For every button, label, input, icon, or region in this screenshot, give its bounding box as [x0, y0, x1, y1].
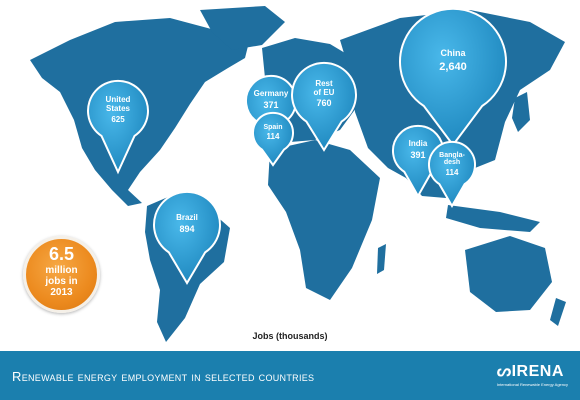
pin-label: Spain 114: [253, 124, 293, 142]
badge-line: 6.5: [48, 244, 75, 264]
badge-line: jobs in: [45, 276, 78, 287]
madagascar-landmass: [377, 244, 386, 274]
pin-country-label: desh: [443, 159, 461, 167]
irena-swirl-icon: ᔕ: [496, 363, 512, 380]
pin-country-label: Spain: [263, 123, 283, 131]
logo-name: IRENA: [511, 363, 564, 380]
pin-country-label: States: [105, 104, 130, 114]
pin-marker: [399, 7, 507, 147]
pin-country-label: of EU: [313, 87, 335, 97]
australia-landmass: [465, 236, 552, 312]
pin-country-label: United: [105, 95, 131, 105]
africa-landmass: [268, 140, 380, 300]
new-zealand-landmass: [550, 298, 566, 326]
pin-country-label: Germany: [253, 89, 289, 99]
pin-country-label: Rest: [315, 78, 333, 88]
indonesia-landmass: [446, 205, 540, 232]
chart-title: Renewable energy employment in selected …: [12, 369, 315, 384]
pin-value-label: 371: [263, 100, 279, 111]
pin-marker: [153, 190, 221, 285]
pin-value-label: 760: [316, 98, 332, 109]
logo-tagline: International Renewable Energy Agency: [496, 382, 568, 387]
pin-marker: [291, 61, 357, 152]
irena-logo: ᔕIRENA International Renewable Energy Ag…: [497, 361, 568, 387]
pin-value-label: 114: [445, 167, 459, 177]
pin-label: Bangla-desh 114: [429, 152, 475, 178]
pin-value-label: 894: [179, 224, 195, 235]
pin-label: India 391: [393, 140, 443, 161]
pin-country-label: China: [440, 48, 466, 59]
badge-line: million: [45, 265, 78, 276]
greenland-landmass: [200, 6, 285, 50]
pin-value-label: 625: [111, 114, 125, 124]
japan-landmass: [512, 92, 530, 132]
pin-marker: [428, 140, 476, 208]
pin-country-label: India: [408, 139, 428, 149]
badge-line: 2013: [50, 287, 73, 298]
pin-label: United States 625: [88, 96, 148, 124]
pin-value-label: 114: [266, 132, 280, 142]
pin-country-label: Bangla-: [439, 151, 465, 159]
pin-marker: [87, 79, 149, 175]
pin-label: China 2,640: [400, 48, 506, 74]
pin-marker: [252, 111, 294, 167]
pin-country-label: Brazil: [176, 213, 198, 223]
pin-label: Germany 371: [246, 90, 296, 111]
pin-label: Rest of EU 760: [292, 78, 356, 109]
total-jobs-badge: 6.5 million jobs in 2013: [23, 236, 100, 313]
unit-label: Jobs (thousands): [252, 331, 328, 341]
pin-value-label: 391: [410, 150, 426, 161]
title-banner: Renewable energy employment in selected …: [0, 351, 580, 400]
pin-value-label: 2,640: [439, 61, 467, 74]
pin-label: Brazil 894: [154, 214, 220, 235]
